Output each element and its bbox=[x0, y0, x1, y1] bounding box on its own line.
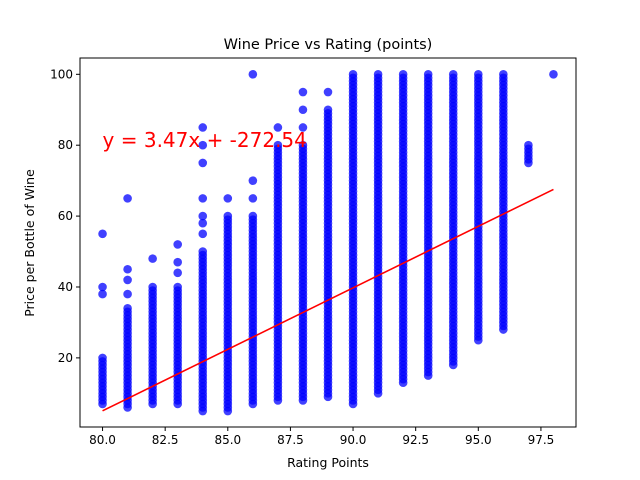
scatter-point bbox=[448, 70, 458, 79]
scatter-point bbox=[123, 264, 132, 274]
scatter-point bbox=[123, 194, 132, 203]
scatter-point bbox=[474, 70, 483, 79]
scatter-point bbox=[198, 158, 208, 168]
scatter-point bbox=[398, 70, 408, 79]
scatter-point bbox=[123, 289, 132, 299]
scatter-point bbox=[98, 282, 107, 292]
scatter-point bbox=[323, 105, 333, 115]
scatter-point bbox=[198, 123, 208, 132]
regression-line bbox=[102, 188, 554, 412]
chart-title: Wine Price vs Rating (points) bbox=[224, 37, 433, 53]
scatter-point bbox=[173, 268, 182, 278]
scatter-point bbox=[198, 247, 208, 256]
x-tick-label: 97.5 bbox=[528, 433, 555, 447]
x-tick-label: 85.0 bbox=[214, 433, 241, 447]
x-tick-label: 82.5 bbox=[152, 433, 179, 447]
scatter-point bbox=[223, 194, 233, 203]
y-tick-label: 20 bbox=[58, 351, 73, 365]
scatter-point bbox=[298, 87, 308, 97]
scatter-point bbox=[273, 123, 283, 132]
x-tick-label: 95.0 bbox=[465, 433, 492, 447]
scatter-point bbox=[273, 140, 283, 150]
scatter-point bbox=[298, 123, 308, 132]
scatter-point bbox=[198, 140, 208, 150]
scatter-point bbox=[373, 70, 383, 79]
regression-equation-annotation: y = 3.47x + -272.54 bbox=[103, 128, 307, 152]
y-tick-label: 100 bbox=[50, 67, 73, 81]
scatter-point bbox=[223, 211, 233, 221]
scatter-point bbox=[173, 282, 182, 292]
scatter-point bbox=[148, 254, 157, 263]
scatter-point bbox=[248, 194, 258, 203]
scatter-point bbox=[123, 303, 132, 313]
scatter-point bbox=[198, 211, 208, 221]
y-tick-label: 40 bbox=[58, 280, 73, 294]
scatter-point bbox=[173, 240, 182, 249]
scatter-point bbox=[248, 176, 258, 185]
x-tick-label: 90.0 bbox=[340, 433, 367, 447]
scatter-point bbox=[248, 211, 258, 221]
scatter-point bbox=[499, 70, 508, 79]
scatter-point bbox=[98, 229, 107, 239]
scatter-point bbox=[524, 140, 533, 150]
y-axis-label: Price per Bottle of Wine bbox=[22, 169, 37, 317]
x-tick-label: 87.5 bbox=[277, 433, 304, 447]
scatter-point bbox=[423, 70, 433, 79]
scatter-point bbox=[98, 353, 107, 363]
x-tick-label: 80.0 bbox=[89, 433, 116, 447]
scatter-point bbox=[248, 70, 258, 79]
scatter-point bbox=[348, 70, 358, 79]
ticks-layer: 80.0 82.5 85.0 87.5 90.0 92.5 95.0 97.5 20 40 60 80… bbox=[50, 67, 554, 447]
y-tick-label: 60 bbox=[58, 209, 73, 223]
scatter-point bbox=[198, 194, 208, 203]
x-axis-label: Rating Points bbox=[287, 455, 369, 470]
regression-line-layer bbox=[102, 188, 554, 412]
plot-frame bbox=[79, 57, 577, 428]
x-tick-label: 92.5 bbox=[402, 433, 429, 447]
points-layer bbox=[98, 70, 558, 416]
scatter-point bbox=[298, 140, 308, 150]
scatter-point bbox=[298, 105, 308, 115]
scatter-point bbox=[198, 229, 208, 239]
y-tick-label: 80 bbox=[58, 138, 73, 152]
scatter-point bbox=[173, 257, 182, 267]
scatter-point bbox=[323, 87, 333, 97]
scatter-point bbox=[123, 275, 132, 285]
scatter-point bbox=[148, 282, 157, 292]
scatter-point bbox=[198, 218, 208, 228]
scatter-point bbox=[98, 289, 107, 299]
scatter-point bbox=[549, 70, 558, 79]
